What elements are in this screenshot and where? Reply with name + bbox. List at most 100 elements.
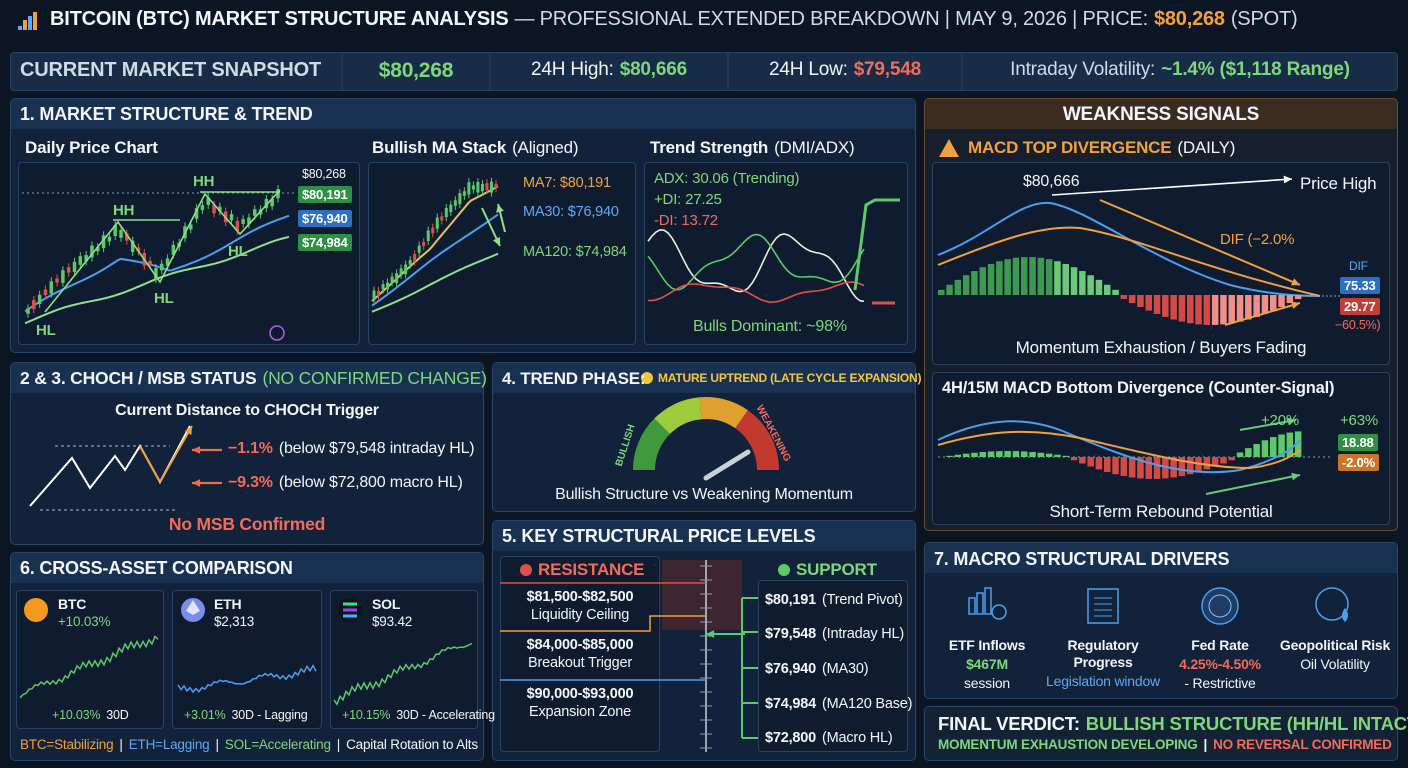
asset-icon: [186, 600, 200, 615]
histogram-bar: [1253, 444, 1260, 457]
histogram-bar: [1187, 457, 1194, 475]
structure-line: [44, 189, 281, 313]
text-row: 24H High: $80,666: [490, 59, 728, 81]
histogram-bar: [1104, 457, 1111, 472]
text-row: Daily Price Chart: [25, 138, 158, 158]
text: +DI: 27.25: [654, 191, 722, 208]
sub-panel: [932, 372, 1390, 525]
histogram-bar: [1270, 437, 1277, 457]
text: Geopolitical Risk: [1279, 637, 1391, 653]
candle: [422, 241, 426, 246]
histogram-bar: [1245, 448, 1252, 457]
swing-label: HL: [154, 290, 174, 307]
text-row: SUPPORT: [796, 560, 877, 580]
asset-icon: [343, 602, 357, 606]
text: 29.77: [1340, 298, 1380, 315]
candle: [476, 181, 480, 193]
histogram-bar: [1228, 295, 1235, 324]
price-curve: [937, 420, 1301, 474]
histogram-bar: [1261, 295, 1269, 314]
text: Momentum Exhaustion / Buyers Fading: [1015, 338, 1307, 357]
text: $74,984: [765, 696, 817, 712]
text: 30D - Lagging: [231, 708, 308, 722]
header-strip: [925, 99, 1397, 129]
text: DIF (−2.0%: [1220, 231, 1295, 248]
header-strip: [493, 363, 915, 393]
histogram-bar: [1203, 295, 1211, 325]
logo-bar: [18, 26, 22, 30]
candle: [241, 219, 245, 224]
text-row: MACD TOP DIVERGENCE (DAILY): [968, 138, 1235, 158]
swing-label: HL: [36, 322, 56, 339]
histogram-bar: [1087, 457, 1094, 467]
swing-label: HH: [193, 173, 214, 190]
gauge-arc: [654, 397, 703, 435]
candle: [49, 281, 54, 294]
text: 75.33: [1340, 277, 1380, 294]
text: Bulls Dominant: ~98%: [693, 318, 847, 335]
text: CURRENT MARKET SNAPSHOT: [20, 59, 321, 81]
header-strip: [925, 543, 1397, 573]
histogram-bar: [946, 455, 953, 457]
signal-curve: [937, 226, 1321, 297]
text: $80,191: [298, 186, 352, 203]
candle: [444, 207, 448, 218]
candle: [148, 260, 152, 265]
candle: [395, 273, 399, 284]
header-strip: [11, 99, 915, 129]
histogram-bar: [1004, 259, 1011, 295]
macro-icon: [1201, 587, 1239, 625]
text-row: DIF: [1349, 259, 1368, 273]
histogram-bar: [1286, 295, 1294, 304]
arrow-head: [1283, 175, 1292, 184]
candle: [125, 233, 129, 241]
text: (Macro HL): [822, 730, 893, 746]
text: Daily Price Chart: [25, 138, 158, 157]
arrow: [1224, 302, 1301, 326]
candle: [212, 204, 216, 214]
candle: [408, 260, 412, 265]
resistance-level: $81,500-$82,500 Liquidity Ceiling: [500, 589, 660, 623]
text-row: RESISTANCE: [538, 560, 645, 580]
support-level: $76,940 (MA30): [765, 661, 869, 677]
histogram-bar: [1095, 279, 1103, 295]
histogram-bar: [1228, 457, 1235, 461]
text-row: DIF (−2.0%: [1220, 231, 1294, 248]
dmi-label: -DI: 13.72: [654, 212, 718, 229]
histogram-bar: [1054, 454, 1061, 457]
text: - Restrictive: [1184, 675, 1256, 691]
histogram-bar: [1112, 457, 1119, 475]
text-row: −1.1% (below $79,548 intraday HL): [228, 440, 475, 458]
candle: [413, 254, 417, 262]
price-path: [139, 445, 161, 483]
macro-icon: [984, 587, 992, 615]
histogram-bar: [1236, 452, 1244, 457]
text: $90,000-$93,000: [526, 686, 634, 702]
histogram-bar: [938, 289, 945, 295]
text-row: $80,268: [342, 59, 490, 83]
ma-label: MA7: $80,191: [523, 175, 611, 191]
ma-label: MA30: $76,940: [523, 204, 619, 220]
histogram-bar: [1220, 457, 1227, 464]
price-path: [29, 425, 191, 507]
candle: [404, 264, 408, 275]
candle: [431, 227, 435, 234]
panel-title: 6. CROSS-ASSET COMPARISON: [20, 558, 293, 579]
logo-bar: [28, 16, 32, 30]
candle: [471, 185, 475, 190]
text: — PROFESSIONAL EXTENDED BREAKDOWN | MAY …: [514, 8, 1149, 30]
candle: [399, 268, 403, 276]
histogram-bar: [1187, 295, 1194, 324]
histogram-bar: [1294, 431, 1302, 457]
panel-title: 4. TREND PHASE:: [502, 369, 646, 389]
arrow: [1099, 199, 1301, 286]
text: ETF Inflows: [948, 637, 1026, 653]
candle: [101, 235, 106, 249]
arrow-head: [1291, 301, 1300, 309]
histogram-bar: [1087, 275, 1094, 295]
support-box: [758, 580, 908, 752]
text: +10.03%: [52, 708, 101, 722]
histogram-bar: [1211, 457, 1219, 467]
histogram-bar: [1120, 457, 1128, 477]
